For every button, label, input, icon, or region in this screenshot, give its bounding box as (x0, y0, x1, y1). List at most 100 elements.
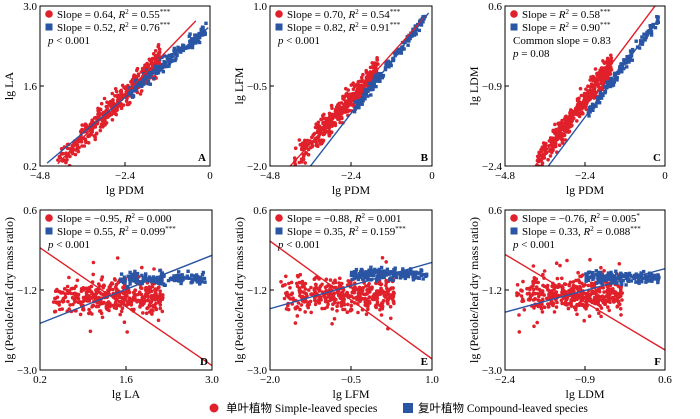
point-compound (656, 277, 660, 281)
point-compound (128, 270, 132, 275)
point-simple (301, 290, 305, 294)
point-simple (296, 166, 300, 170)
point-simple (289, 292, 294, 297)
significance-stars: *** (160, 8, 171, 16)
point-simple (550, 284, 554, 289)
point-simple (122, 320, 127, 325)
point-compound (357, 103, 361, 107)
point-compound (595, 100, 599, 105)
point-simple (289, 280, 294, 285)
point-compound (603, 84, 607, 89)
point-compound (613, 72, 617, 76)
point-simple (110, 282, 115, 286)
point-simple (570, 123, 574, 128)
point-simple (581, 302, 585, 307)
slope-text: Slope = 0.70, (287, 9, 349, 21)
significance-stars: *** (600, 8, 611, 16)
point-simple (282, 296, 287, 301)
point-simple (144, 311, 149, 316)
point-simple (535, 291, 540, 296)
point-compound (144, 272, 148, 276)
point-simple (101, 125, 105, 129)
point-compound (352, 110, 357, 114)
point-simple (66, 299, 70, 304)
point-simple (114, 306, 119, 311)
point-simple (113, 94, 117, 98)
point-simple (333, 278, 337, 283)
point-compound (585, 274, 589, 278)
point-compound (609, 270, 613, 275)
point-simple (136, 292, 140, 297)
slope-text: Slope = 0.35, (287, 226, 349, 238)
point-compound (179, 46, 183, 50)
point-simple (384, 260, 389, 264)
r2-eq: = (129, 22, 141, 34)
point-simple (548, 292, 553, 296)
point-compound (350, 277, 354, 282)
point-simple (104, 121, 109, 125)
annotation-text: Slope = 0.64, R2 = 0.55*** (57, 8, 171, 21)
point-compound (130, 95, 135, 99)
point-simple (532, 276, 537, 280)
point-simple (119, 106, 124, 111)
point-compound (406, 43, 410, 47)
scatter-points (51, 256, 207, 334)
point-simple (326, 117, 330, 121)
point-compound (619, 69, 623, 73)
point-compound (625, 275, 629, 280)
point-compound (652, 274, 657, 278)
point-compound (606, 276, 610, 280)
point-simple (143, 292, 148, 297)
point-simple (554, 261, 559, 266)
point-simple (288, 286, 292, 290)
point-simple (156, 51, 161, 56)
point-simple (364, 71, 369, 75)
point-compound (622, 66, 626, 71)
r2-symbol: R (118, 9, 126, 21)
panel-letter: E (421, 356, 428, 368)
point-simple (599, 306, 604, 310)
point-compound (414, 271, 418, 275)
point-simple (366, 307, 370, 312)
panel-letter: A (198, 152, 206, 164)
point-simple (602, 290, 606, 294)
point-simple (597, 311, 601, 316)
point-simple (151, 303, 156, 308)
point-compound (591, 105, 596, 109)
annotation-text: p < 0.001 (277, 35, 320, 47)
point-compound (185, 274, 189, 278)
point-compound (155, 278, 159, 283)
point-compound (171, 58, 175, 63)
point-simple (57, 171, 61, 175)
point-compound (190, 45, 195, 50)
point-simple (390, 292, 395, 297)
point-compound (372, 76, 377, 81)
point-simple (579, 294, 584, 299)
annotation-text: Slope = −0.95, R2 = 0.000 (57, 212, 172, 225)
point-simple (598, 73, 602, 77)
r2-value: 0.54 (370, 9, 390, 21)
point-simple (91, 295, 96, 300)
point-simple (329, 103, 334, 108)
point-simple (537, 287, 542, 292)
point-simple (563, 300, 568, 304)
r2-value: 0.55 (140, 9, 160, 21)
point-simple (356, 310, 360, 315)
point-simple (349, 303, 354, 308)
point-simple (617, 262, 622, 266)
point-simple (332, 317, 337, 321)
point-simple (144, 290, 149, 294)
point-compound (591, 277, 595, 281)
point-simple (611, 289, 616, 294)
point-simple (322, 306, 327, 311)
r2-value: 0.159 (370, 226, 395, 238)
point-simple (87, 311, 91, 316)
point-simple (575, 119, 579, 123)
point-simple (571, 296, 575, 301)
point-compound (401, 267, 405, 271)
point-compound (599, 273, 603, 278)
point-compound (158, 276, 162, 280)
point-simple (532, 324, 536, 329)
point-simple (607, 308, 611, 313)
point-compound (149, 70, 153, 75)
